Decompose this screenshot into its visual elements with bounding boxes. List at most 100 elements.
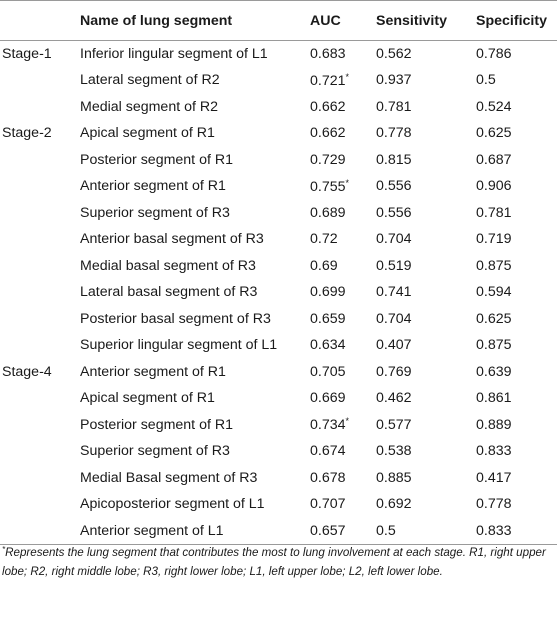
auc-cell: 0.683 [308, 41, 376, 68]
sensitivity-cell: 0.937 [376, 72, 412, 89]
auc-cell: 0.662 [308, 94, 376, 121]
sensitivity-cell: 0.5 [376, 517, 476, 545]
table-row: Medial segment of R2 0.662 0.781 0.524 [0, 94, 557, 121]
stage-cell [0, 438, 78, 465]
segment-cell: Apicoposterior segment of L1 [80, 496, 265, 513]
stage-cell [0, 94, 78, 121]
specificity-cell: 0.524 [476, 98, 512, 115]
header-specificity: Specificity [476, 0, 557, 41]
table-row: Anterior segment of R1 0.755* 0.556 0.906 [0, 173, 557, 200]
specificity-cell: 0.889 [476, 416, 512, 433]
sensitivity-cell: 0.704 [376, 310, 412, 327]
auc-cell: 0.707 [308, 491, 376, 518]
sensitivity-cell: 0.538 [376, 443, 412, 460]
specificity-cell: 0.781 [476, 204, 512, 221]
sensitivity-cell: 0.577 [376, 416, 412, 433]
segment-cell: Inferior lingular segment of L1 [80, 46, 268, 62]
stage-cell [0, 332, 78, 359]
table-row: Superior segment of R3 0.674 0.538 0.833 [0, 438, 557, 465]
table-row: Lateral basal segment of R3 0.699 0.741 0.5… [0, 279, 557, 306]
specificity-cell: 0.625 [476, 125, 512, 142]
segment-cell: Medial segment of R2 [80, 98, 219, 115]
table-row: Stage-1 Inferior lingular segment of L1 0.… [0, 41, 557, 68]
stage-cell [0, 465, 78, 492]
header-segment: Name of lung segment [78, 0, 308, 41]
sensitivity-cell: 0.781 [376, 98, 412, 115]
table-row: Superior segment of R3 0.689 0.556 0.781 [0, 200, 557, 227]
stage-cell [0, 200, 78, 227]
auc-cell: 0.721* [308, 67, 376, 94]
header-sensitivity: Sensitivity [376, 0, 476, 41]
sensitivity-cell: 0.778 [376, 125, 412, 142]
segment-cell: Superior segment of R3 [80, 443, 230, 460]
auc-cell: 0.72 [308, 226, 376, 253]
significance-mark: * [345, 71, 350, 82]
segment-cell: Posterior basal segment of R3 [80, 310, 271, 327]
segment-cell: Anterior segment of R1 [80, 363, 226, 380]
auc-value: 0.659 [310, 310, 346, 327]
table-row: Apical segment of R1 0.669 0.462 0.861 [0, 385, 557, 412]
segment-cell: Posterior segment of R1 [80, 151, 233, 168]
stage-cell [0, 385, 78, 412]
stage-cell: Stage-4 [2, 363, 52, 380]
auc-cell: 0.729 [308, 147, 376, 174]
auc-cell: 0.634 [308, 332, 376, 359]
table-row: Medial Basal segment of R3 0.678 0.885 0.41… [0, 465, 557, 492]
auc-cell: 0.755* [308, 173, 376, 200]
specificity-cell: 0.639 [476, 363, 512, 380]
sensitivity-cell: 0.815 [376, 151, 412, 168]
table-row: Apicoposterior segment of L1 0.707 0.692 0.… [0, 491, 557, 518]
segment-cell: Anterior segment of L1 [78, 517, 308, 545]
table-footnote: *Represents the lung segment that contri… [2, 540, 552, 581]
auc-value: 0.755 [310, 178, 346, 195]
lung-segment-table: Name of lung segment AUC Sensitivity Spe… [0, 0, 557, 545]
segment-cell: Apical segment of R1 [80, 390, 215, 407]
sensitivity-cell: 0.519 [376, 257, 412, 274]
auc-cell: 0.689 [308, 200, 376, 227]
stage-cell [0, 412, 78, 439]
table-row: Posterior segment of R1 0.729 0.815 0.687 [0, 147, 557, 174]
auc-value: 0.707 [310, 496, 346, 513]
auc-value: 0.662 [310, 98, 346, 115]
header-auc: AUC [308, 0, 376, 41]
segment-cell: Lateral basal segment of R3 [80, 284, 258, 301]
footnote-text: Represents the lung segment that contrib… [2, 546, 546, 578]
specificity-cell: 0.778 [476, 496, 512, 513]
table-row: Anterior segment of L1 0.657 0.5 0.833 [0, 517, 557, 545]
specificity-cell: 0.875 [476, 337, 512, 354]
table-body: Stage-1 Inferior lingular segment of L1 0.… [0, 41, 557, 545]
segment-cell: Anterior basal segment of R3 [80, 231, 264, 248]
auc-value: 0.683 [310, 46, 346, 62]
table-row: Posterior segment of R1 0.734* 0.577 0.889 [0, 412, 557, 439]
stage-cell: Stage-1 [2, 46, 52, 62]
table-row: Anterior basal segment of R3 0.72 0.704 0.7… [0, 226, 557, 253]
segment-cell: Anterior segment of R1 [80, 178, 226, 195]
auc-value: 0.699 [310, 284, 346, 301]
stage-cell [0, 279, 78, 306]
auc-value: 0.657 [310, 522, 346, 539]
auc-value: 0.634 [310, 337, 346, 354]
specificity-cell: 0.833 [476, 517, 557, 545]
table-row: Stage-4 Anterior segment of R1 0.705 0.769 0… [0, 359, 557, 386]
sensitivity-cell: 0.692 [376, 496, 412, 513]
auc-cell: 0.678 [308, 465, 376, 492]
stage-cell [0, 173, 78, 200]
sensitivity-cell: 0.562 [376, 46, 412, 62]
table-row: Lateral segment of R2 0.721* 0.937 0.5 [0, 67, 557, 94]
segment-cell: Superior lingular segment of L1 [80, 337, 278, 354]
stage-cell [0, 67, 78, 94]
table-row: Posterior basal segment of R3 0.659 0.704 0… [0, 306, 557, 333]
auc-cell: 0.734* [308, 412, 376, 439]
specificity-cell: 0.719 [476, 231, 512, 248]
specificity-cell: 0.417 [476, 469, 512, 486]
header-row: Name of lung segment AUC Sensitivity Spe… [0, 0, 557, 41]
header-stage [0, 0, 78, 41]
stage-cell [0, 491, 78, 518]
auc-value: 0.678 [310, 469, 346, 486]
stage-cell: Stage-2 [2, 125, 52, 142]
auc-cell: 0.705 [308, 359, 376, 386]
auc-value: 0.662 [310, 125, 346, 142]
sensitivity-cell: 0.741 [376, 284, 412, 301]
auc-value: 0.689 [310, 204, 346, 221]
